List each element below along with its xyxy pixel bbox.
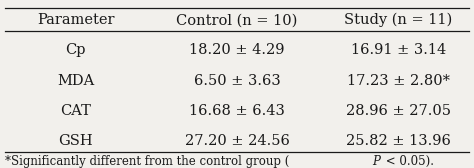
Text: 6.50 ± 3.63: 6.50 ± 3.63 [193, 74, 281, 88]
Text: P: P [372, 155, 380, 168]
Text: Parameter: Parameter [37, 13, 115, 27]
Text: 25.82 ± 13.96: 25.82 ± 13.96 [346, 134, 451, 148]
Text: MDA: MDA [57, 74, 94, 88]
Text: 27.20 ± 24.56: 27.20 ± 24.56 [184, 134, 290, 148]
Text: CAT: CAT [60, 104, 91, 118]
Text: 18.20 ± 4.29: 18.20 ± 4.29 [189, 43, 285, 57]
Text: Cp: Cp [65, 43, 86, 57]
Text: < 0.05).: < 0.05). [382, 155, 434, 168]
Text: 16.68 ± 6.43: 16.68 ± 6.43 [189, 104, 285, 118]
Text: 28.96 ± 27.05: 28.96 ± 27.05 [346, 104, 451, 118]
Text: GSH: GSH [58, 134, 93, 148]
Text: 16.91 ± 3.14: 16.91 ± 3.14 [351, 43, 446, 57]
Text: Study (n = 11): Study (n = 11) [344, 13, 452, 27]
Text: *Significantly different from the control group (: *Significantly different from the contro… [5, 155, 289, 168]
Text: 17.23 ± 2.80*: 17.23 ± 2.80* [346, 74, 450, 88]
Text: Control (n = 10): Control (n = 10) [176, 13, 298, 27]
